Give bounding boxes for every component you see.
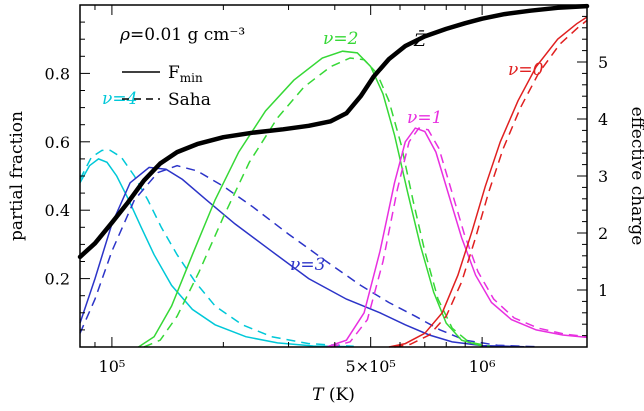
effective-charge-line — [77, 3, 590, 260]
legend-solid-label: Fmin — [168, 63, 203, 85]
y2-tick-label-5: 5 — [598, 53, 608, 72]
series-nu-4-saha-line — [79, 149, 354, 348]
y-tick-label-0-8: 0.8 — [45, 64, 70, 83]
series-nu-1-saha-line — [330, 127, 588, 348]
series-nu-0-saha-line — [394, 19, 588, 348]
y-tick-label-0-2: 0.2 — [45, 270, 70, 289]
y2-axis-title: effective charge — [627, 107, 644, 246]
series-nu-4-fmin-line — [79, 158, 354, 348]
x-tick-label-1000000: 10⁶ — [469, 357, 496, 376]
series-label-nu-0: ν=0 — [508, 60, 544, 80]
y-axis-title: partial fraction — [7, 111, 27, 241]
series-label-nu-3: ν=3 — [290, 255, 325, 275]
series-layer: ν=4 ν=3 ν=2 ν=1 ν=0 Z̄ — [77, 3, 590, 348]
y2-tick-label-4: 4 — [598, 110, 608, 129]
x-tick-label-100000: 10⁵ — [99, 357, 126, 376]
legend: Fmin Saha — [122, 63, 211, 110]
y-tick-label-0-6: 0.6 — [45, 133, 70, 152]
series-nu-2-saha-line — [143, 57, 491, 348]
series-nu-0-fmin-line — [388, 16, 588, 348]
tick-layer: 10⁵ 5×10⁵ 10⁶ 0.2 0.4 0.6 0.8 1 2 3 4 5 — [45, 5, 608, 376]
x-tick-label-500000: 5×10⁵ — [345, 357, 395, 376]
effective-charge-label: Z̄ — [413, 29, 427, 51]
y2-tick-label-1: 1 — [598, 281, 608, 300]
series-nu-1-fmin-line — [326, 127, 588, 348]
legend-dashed-label: Saha — [168, 90, 211, 110]
y2-tick-label-3: 3 — [598, 167, 608, 186]
series-nu-3-fmin-line — [79, 166, 525, 348]
density-annotation: ρ=0.01 g cm⁻³ — [119, 25, 245, 45]
series-nu-2-fmin-line — [138, 50, 483, 348]
series-label-nu-1: ν=1 — [407, 108, 442, 128]
series-nu-3-saha-line — [79, 164, 537, 348]
series-label-nu-4: ν=4 — [102, 89, 137, 109]
y-tick-label-0-4: 0.4 — [45, 201, 70, 220]
x-axis-title: T (K) — [312, 385, 355, 405]
y2-tick-label-2: 2 — [598, 224, 608, 243]
plot-frame — [79, 4, 588, 348]
series-label-nu-2: ν=2 — [323, 29, 358, 49]
